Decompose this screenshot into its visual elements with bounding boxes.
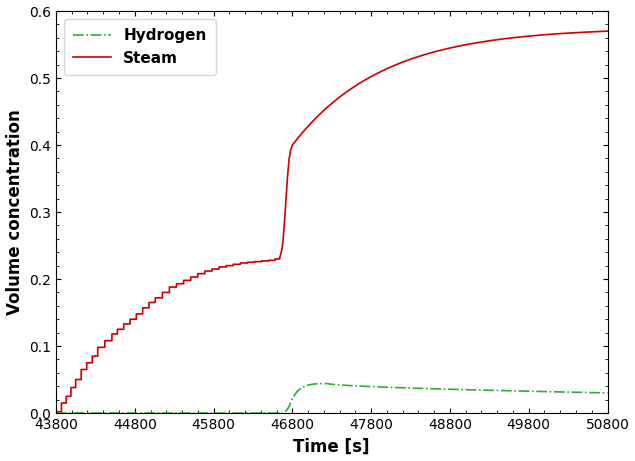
- Hydrogen: [540, 389, 548, 394]
- Hydrogen: [570, 390, 578, 395]
- Line: Steam: Steam: [56, 31, 608, 412]
- Hydrogen: [604, 390, 612, 396]
- Steam: [145, 305, 153, 311]
- Steam: [180, 281, 187, 286]
- Steam: [604, 29, 612, 34]
- Y-axis label: Volume concentration: Volume concentration: [6, 109, 23, 315]
- X-axis label: Time [s]: Time [s]: [293, 437, 370, 455]
- Hydrogen: [124, 410, 131, 416]
- Steam: [52, 409, 60, 414]
- Legend: Hydrogen, Steam: Hydrogen, Steam: [64, 19, 216, 75]
- Hydrogen: [406, 385, 413, 391]
- Steam: [291, 138, 299, 144]
- Hydrogen: [547, 389, 555, 395]
- Hydrogen: [558, 389, 565, 395]
- Hydrogen: [52, 410, 60, 416]
- Hydrogen: [316, 381, 324, 386]
- Line: Hydrogen: Hydrogen: [56, 384, 608, 413]
- Steam: [58, 409, 65, 414]
- Steam: [258, 258, 265, 264]
- Steam: [282, 196, 290, 201]
